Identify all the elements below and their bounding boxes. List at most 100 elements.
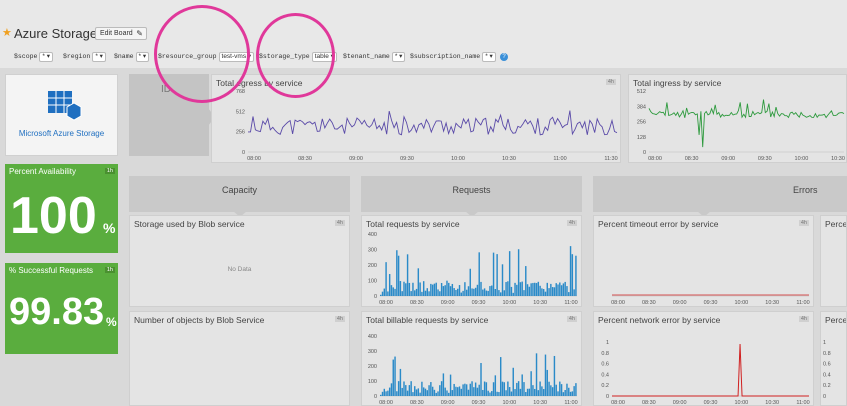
bar	[523, 290, 525, 296]
highlight-ring-storage-type	[256, 13, 335, 98]
bar	[449, 286, 452, 296]
bar	[530, 283, 532, 296]
template-var-tenant-name[interactable]: $tenant_name * ▾	[343, 52, 406, 62]
bar	[403, 381, 405, 396]
x-tick-label: 10:30	[533, 300, 547, 306]
bar	[555, 384, 557, 396]
var-select[interactable]: * ▾	[482, 52, 496, 62]
var-select[interactable]: * ▾	[391, 52, 406, 62]
total-requests-widget[interactable]: Total requests by service 4h 400 300 200 10…	[361, 215, 582, 307]
x-tick-label: 08:30	[410, 400, 424, 406]
bar	[505, 390, 507, 396]
bar	[460, 292, 463, 296]
bar	[557, 391, 559, 396]
template-var-region[interactable]: $region * ▾	[63, 52, 106, 62]
x-tick-label: 10:00	[502, 400, 516, 406]
edit-board-button[interactable]: Edit Board ✎	[95, 27, 147, 40]
var-select[interactable]: * ▾	[39, 52, 54, 62]
bar	[519, 388, 522, 396]
no-data-label: No Data	[227, 266, 252, 273]
bar	[474, 287, 477, 296]
bar	[410, 291, 412, 296]
x-tick-label: 09:30	[758, 156, 772, 162]
logo-label: Microsoft Azure Storage	[18, 129, 105, 138]
bar	[499, 357, 502, 396]
bar	[467, 286, 470, 296]
bar	[430, 283, 432, 296]
x-tick-label: 10:30	[765, 400, 779, 406]
edge-widget-2[interactable]: Perce 1 0.8 0.6 0.4 0.2 0	[820, 311, 847, 406]
bar	[544, 291, 547, 296]
bar	[424, 388, 427, 396]
y-tick-label: 0.2	[823, 383, 831, 389]
widget-title: Percent Availability	[9, 167, 76, 176]
billable-requests-widget[interactable]: Total billable requests by service 4h 40…	[361, 311, 582, 406]
series-line	[248, 110, 618, 136]
bar	[501, 264, 504, 296]
bar	[548, 381, 550, 396]
bar	[433, 283, 436, 296]
x-tick-label: 11:00	[796, 300, 809, 306]
section-arrow	[465, 211, 479, 217]
widget-title: Total ingress by service	[633, 78, 722, 88]
var-select[interactable]: * ▾	[92, 52, 106, 62]
x-tick-label: 08:30	[410, 300, 424, 306]
percent-availability-widget[interactable]: Percent Availability 1h 100 %	[5, 164, 118, 253]
bar	[431, 386, 434, 396]
var-value: *	[95, 53, 98, 60]
y-tick-label: 512	[637, 89, 646, 95]
bar	[562, 392, 565, 396]
x-tick-label: 09:00	[673, 300, 687, 306]
bar	[489, 286, 491, 296]
bar	[553, 355, 556, 396]
bar	[414, 386, 416, 396]
azure-storage-logo-icon	[48, 91, 82, 121]
bar	[421, 381, 423, 396]
bar	[457, 288, 459, 296]
bar	[507, 281, 509, 296]
success-value: 99.83	[9, 291, 105, 333]
y-tick-label: 0.6	[823, 362, 831, 368]
x-tick-label: 08:00	[379, 400, 393, 406]
bar	[417, 388, 420, 396]
bar	[464, 383, 466, 396]
bar	[392, 287, 394, 296]
network-error-widget[interactable]: Percent network error by service 4h 1 0.8…	[593, 311, 814, 406]
bar	[408, 282, 411, 296]
blob-objects-widget[interactable]: Number of objects by Blob Service 4h	[129, 311, 350, 406]
bar	[465, 384, 468, 396]
bar	[415, 288, 418, 296]
bar	[387, 390, 389, 396]
template-var-subscription-name[interactable]: $subscription_name * ▾	[410, 52, 496, 62]
bar	[401, 291, 403, 296]
timeframe-badge: 4h	[798, 316, 809, 322]
bar	[526, 388, 529, 396]
widget-title: % Successful Requests	[9, 266, 94, 275]
x-tick-label: 10:00	[795, 156, 809, 162]
bar	[510, 391, 513, 396]
bar	[568, 387, 570, 396]
bar	[396, 391, 398, 396]
bar	[381, 291, 384, 296]
id-tile-label: ID	[161, 84, 171, 95]
bar	[414, 290, 416, 296]
template-var-scope[interactable]: $scope * ▾	[14, 52, 54, 62]
bar	[569, 391, 572, 396]
edge-widget-1[interactable]: Perce	[820, 215, 847, 307]
blob-storage-widget[interactable]: Storage used by Blob service 4h No Data	[129, 215, 350, 307]
bar	[383, 288, 386, 296]
template-var-name[interactable]: $name * ▾	[114, 52, 150, 62]
ingress-widget[interactable]: Total ingress by service 512 384 256 128 0 08…	[628, 74, 847, 163]
help-icon[interactable]: ?	[500, 53, 508, 61]
bar	[451, 390, 454, 396]
x-tick-label: 09:30	[472, 300, 486, 306]
var-select[interactable]: * ▾	[135, 52, 150, 62]
bar	[521, 374, 523, 396]
timeout-error-widget[interactable]: Percent timeout error by service 4h 08:0…	[593, 215, 814, 307]
successful-requests-widget[interactable]: % Successful Requests 1h 99.83 %	[5, 263, 118, 354]
bar	[448, 392, 450, 396]
favorite-star-icon[interactable]: ★	[2, 27, 12, 39]
widget-title: Total egress by service	[216, 78, 303, 88]
bar	[575, 383, 577, 396]
widget-title: Storage used by Blob service	[134, 219, 245, 229]
